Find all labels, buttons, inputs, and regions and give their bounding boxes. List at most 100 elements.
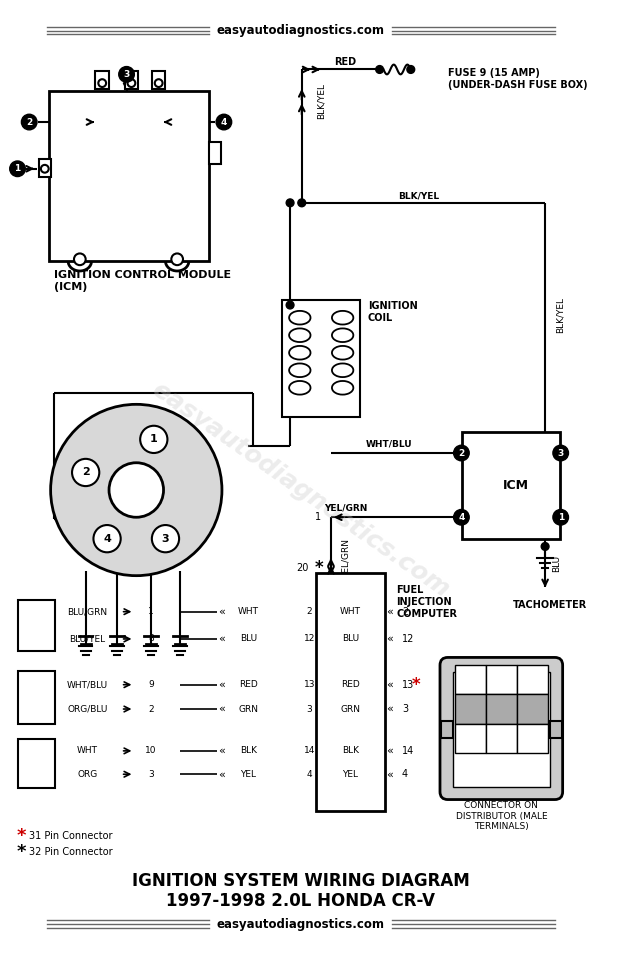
Text: *: * bbox=[412, 675, 420, 694]
Text: CKP: CKP bbox=[23, 620, 48, 630]
Circle shape bbox=[10, 161, 25, 176]
Text: RED: RED bbox=[334, 57, 357, 67]
Circle shape bbox=[553, 510, 569, 525]
Bar bbox=[316, 572, 384, 811]
Text: BLK/YEL: BLK/YEL bbox=[555, 297, 564, 333]
Text: easyautodiagnostics.com: easyautodiagnostics.com bbox=[217, 24, 385, 37]
Bar bbox=[455, 695, 486, 723]
Text: 1: 1 bbox=[14, 165, 20, 173]
Text: RED: RED bbox=[239, 680, 258, 689]
Text: 1: 1 bbox=[467, 675, 474, 685]
Text: FUEL
INJECTION
COMPUTER: FUEL INJECTION COMPUTER bbox=[396, 585, 457, 618]
Text: TACHOMETER: TACHOMETER bbox=[513, 600, 587, 610]
Bar bbox=[455, 665, 486, 695]
Text: 3: 3 bbox=[307, 705, 313, 713]
Text: *: * bbox=[315, 559, 323, 577]
Text: IGNITION
COIL: IGNITION COIL bbox=[368, 301, 418, 322]
Text: 9: 9 bbox=[148, 680, 154, 689]
Text: 3: 3 bbox=[148, 769, 154, 779]
Text: 3: 3 bbox=[124, 70, 130, 78]
Text: 2: 2 bbox=[148, 705, 154, 713]
Text: 3: 3 bbox=[528, 675, 536, 685]
Text: 13: 13 bbox=[402, 680, 414, 690]
Text: BLU: BLU bbox=[240, 634, 257, 644]
Text: WHT/BLU: WHT/BLU bbox=[366, 440, 413, 449]
Text: WHT: WHT bbox=[77, 747, 98, 756]
Bar bbox=[517, 665, 548, 695]
Text: «: « bbox=[219, 746, 226, 756]
FancyBboxPatch shape bbox=[49, 91, 210, 262]
Text: TDC: TDC bbox=[23, 692, 49, 703]
Text: 2: 2 bbox=[459, 449, 465, 458]
Bar bbox=[486, 665, 517, 695]
Text: 4: 4 bbox=[103, 534, 111, 544]
Bar bbox=[455, 723, 486, 753]
Bar bbox=[17, 739, 54, 788]
Text: 3: 3 bbox=[162, 534, 169, 544]
Text: 2: 2 bbox=[402, 607, 408, 616]
Text: BLK/YEL: BLK/YEL bbox=[398, 191, 439, 201]
Text: GRN: GRN bbox=[238, 705, 258, 713]
Circle shape bbox=[93, 525, 121, 553]
Text: «: « bbox=[219, 680, 226, 690]
Circle shape bbox=[541, 543, 549, 551]
Text: 9: 9 bbox=[497, 733, 506, 743]
Circle shape bbox=[171, 254, 183, 266]
Text: 12: 12 bbox=[304, 634, 315, 644]
Text: 20: 20 bbox=[296, 563, 308, 573]
Circle shape bbox=[407, 66, 415, 74]
Text: «: « bbox=[386, 769, 393, 779]
Text: IGNITION CONTROL MODULE
(ICM): IGNITION CONTROL MODULE (ICM) bbox=[54, 270, 231, 291]
Text: 32 Pin Connector: 32 Pin Connector bbox=[29, 847, 113, 858]
Text: 8: 8 bbox=[467, 733, 474, 743]
Bar bbox=[17, 671, 54, 723]
Text: 10: 10 bbox=[145, 747, 156, 756]
Text: RED: RED bbox=[341, 680, 360, 689]
Text: «: « bbox=[386, 746, 393, 756]
Text: 3: 3 bbox=[402, 704, 408, 714]
Text: BLU/YEL: BLU/YEL bbox=[70, 634, 106, 644]
Text: WHT: WHT bbox=[340, 608, 361, 616]
Text: easyautodiagnostics.com: easyautodiagnostics.com bbox=[148, 377, 454, 603]
Text: 31 Pin Connector: 31 Pin Connector bbox=[29, 831, 112, 841]
Text: 8: 8 bbox=[148, 634, 154, 644]
Text: FUSE 9 (15 AMP)
(UNDER-DASH FUSE BOX): FUSE 9 (15 AMP) (UNDER-DASH FUSE BOX) bbox=[448, 69, 587, 90]
Text: YEL/GRN: YEL/GRN bbox=[342, 539, 351, 577]
Text: 1997-1998 2.0L HONDA CR-V: 1997-1998 2.0L HONDA CR-V bbox=[166, 892, 435, 909]
Text: 1: 1 bbox=[315, 513, 321, 522]
Text: «: « bbox=[219, 607, 226, 616]
Circle shape bbox=[454, 445, 469, 461]
Text: BLK/YEL: BLK/YEL bbox=[317, 82, 326, 119]
Bar bbox=[517, 723, 548, 753]
Text: 2: 2 bbox=[497, 675, 505, 685]
Text: ORG/BLU: ORG/BLU bbox=[67, 705, 108, 713]
Text: CONNECTOR ON
DISTRIBUTOR (MALE
TERMINALS): CONNECTOR ON DISTRIBUTOR (MALE TERMINALS… bbox=[455, 802, 547, 831]
Bar bbox=[125, 72, 138, 89]
Text: GRN: GRN bbox=[341, 705, 360, 713]
Bar bbox=[441, 720, 452, 738]
Circle shape bbox=[127, 79, 135, 87]
Text: BLU: BLU bbox=[342, 634, 359, 644]
FancyBboxPatch shape bbox=[440, 658, 562, 800]
Circle shape bbox=[553, 445, 569, 461]
Circle shape bbox=[119, 67, 134, 82]
Text: «: « bbox=[386, 634, 393, 644]
Circle shape bbox=[109, 463, 164, 517]
Bar bbox=[95, 72, 109, 89]
Circle shape bbox=[72, 459, 99, 486]
Text: 1: 1 bbox=[557, 513, 564, 521]
Text: 13: 13 bbox=[304, 680, 315, 689]
Text: 4: 4 bbox=[402, 769, 408, 779]
Text: 4: 4 bbox=[307, 769, 312, 779]
Text: 14: 14 bbox=[304, 747, 315, 756]
Text: IGNITION SYSTEM WIRING DIAGRAM: IGNITION SYSTEM WIRING DIAGRAM bbox=[132, 872, 470, 890]
Circle shape bbox=[286, 199, 294, 207]
Text: «: « bbox=[386, 680, 393, 690]
Bar bbox=[486, 695, 517, 723]
Text: 10: 10 bbox=[525, 733, 540, 743]
Text: 4: 4 bbox=[221, 118, 227, 126]
Circle shape bbox=[22, 115, 37, 129]
Text: 1: 1 bbox=[150, 434, 158, 444]
Text: YEL: YEL bbox=[240, 769, 256, 779]
Text: ICM: ICM bbox=[503, 478, 529, 492]
